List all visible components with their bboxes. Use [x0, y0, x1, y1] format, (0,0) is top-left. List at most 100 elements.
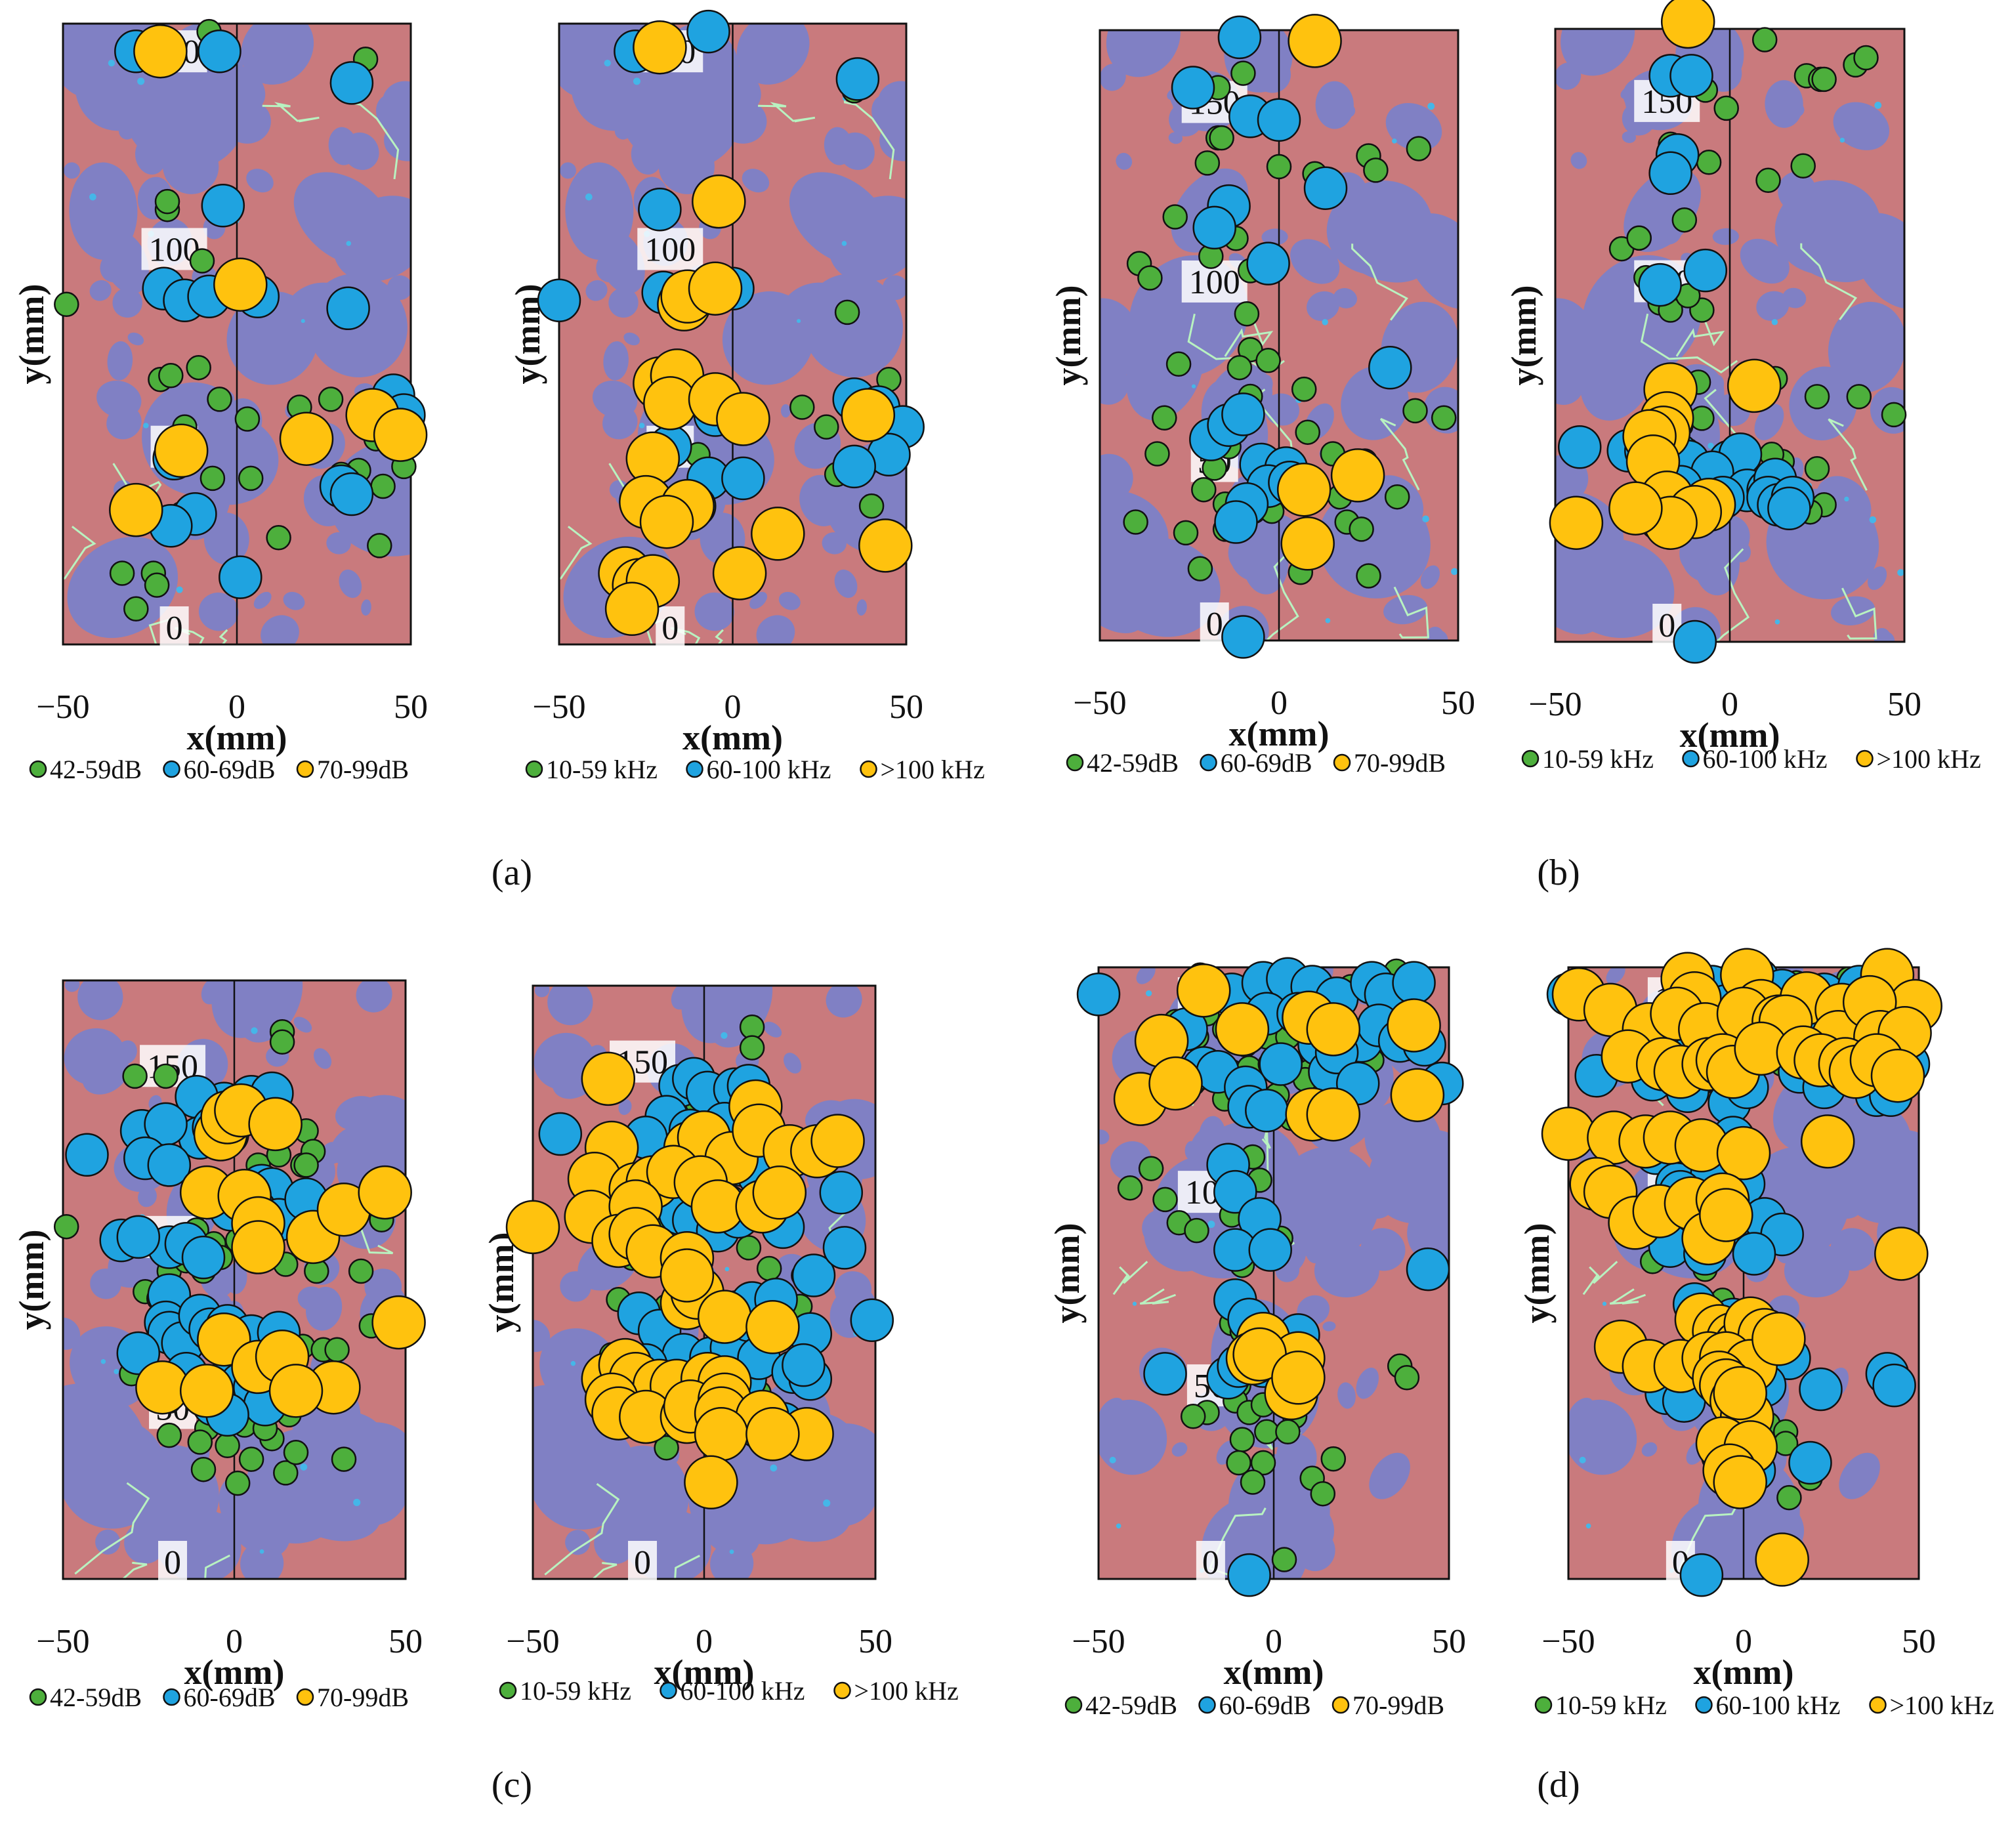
data-point: [53, 1213, 79, 1240]
data-point: [1392, 961, 1436, 1005]
y-tick-box: [628, 1541, 658, 1583]
legend-entry: 60-100 kHz: [707, 755, 831, 784]
aggregate-particle: [565, 1530, 591, 1555]
data-point: [1173, 520, 1199, 546]
chart-d-amplitude: 050100150−50050x(mm)y(mm)42-59dB60-69dB7…: [1047, 957, 1466, 1720]
aggregate-particle: [89, 280, 112, 301]
legend-marker: [833, 1681, 851, 1700]
data-point: [1255, 348, 1281, 373]
crack-line: [1261, 1129, 1271, 1175]
pore: [1708, 442, 1714, 450]
data-point: [1162, 204, 1188, 230]
aggregate-particle: [241, 24, 314, 85]
legend-marker: [1066, 753, 1084, 772]
aggregate-particle: [1874, 627, 1891, 642]
data-point: [1276, 462, 1331, 517]
aggregate-particle: [533, 1320, 551, 1353]
data-point: [1303, 166, 1348, 210]
aggregate-particle: [100, 249, 133, 283]
pore: [1392, 138, 1397, 144]
aggregate-particle: [283, 591, 305, 610]
data-point: [1727, 358, 1782, 413]
y-tick-label: 100: [1189, 264, 1240, 301]
aggregate-particle: [1322, 1321, 1336, 1332]
data-point: [329, 61, 374, 105]
data-point: [1732, 1232, 1776, 1276]
pore: [1116, 1523, 1121, 1529]
legend-entry: 10-59 kHz: [1542, 744, 1654, 774]
data-point: [1288, 14, 1342, 68]
data-point: [1180, 1404, 1206, 1429]
data-point: [538, 1112, 583, 1156]
data-point: [266, 525, 291, 551]
data-point: [189, 248, 215, 274]
data-point: [133, 24, 188, 79]
data-point: [736, 1235, 762, 1261]
aggregate-particle: [1099, 1129, 1110, 1144]
data-point: [822, 1226, 867, 1270]
aggregate-particle: [330, 1422, 406, 1501]
pore: [729, 1549, 734, 1554]
x-tick-label: −50: [36, 688, 89, 726]
y-tick-box: [1196, 1541, 1225, 1583]
legend-entry: 70-99dB: [1352, 1690, 1444, 1720]
pore: [1897, 569, 1904, 576]
x-tick-label: 0: [1735, 1623, 1752, 1660]
aggregate-particle: [780, 404, 791, 418]
legend-entry: 10-59 kHz: [520, 1676, 631, 1706]
data-point: [1751, 27, 1778, 52]
data-point: [1716, 1125, 1771, 1181]
data-point: [638, 187, 682, 232]
concrete-background: [559, 24, 906, 644]
aggregate-particle: [1641, 1442, 1658, 1457]
crack-line: [1828, 418, 1868, 491]
y-tick-label: 0: [1206, 606, 1223, 643]
aggregate-particle: [756, 615, 795, 644]
data-point: [1271, 1547, 1297, 1572]
legend-marker: [1856, 749, 1874, 768]
aggregate-particle: [856, 599, 868, 616]
x-tick-label: 50: [889, 688, 923, 726]
data-point: [1152, 405, 1177, 431]
data-point: [739, 1035, 765, 1060]
aggregate-particle: [1559, 539, 1675, 639]
legend-entry: 60-69dB: [184, 755, 276, 784]
legend: 42-59dB 60-69dB 70-99dB: [29, 1683, 409, 1712]
data-point: [1402, 398, 1428, 424]
aggregate-particle: [211, 980, 291, 1038]
data-point: [1187, 556, 1213, 581]
pore: [89, 193, 96, 201]
data-point: [348, 1258, 374, 1284]
data-point: [841, 388, 896, 442]
data-point: [1291, 376, 1317, 402]
data-point: [373, 408, 428, 462]
aggregate-particle: [1110, 345, 1133, 364]
data-point: [367, 533, 392, 558]
data-point: [1767, 486, 1811, 530]
data-point: [835, 57, 880, 101]
crack-line: [1351, 243, 1408, 321]
aggregate-particle: [763, 1021, 782, 1038]
data-point: [751, 507, 805, 561]
data-point: [1217, 15, 1262, 60]
data-point: [1144, 441, 1170, 467]
series-1: [1171, 15, 1412, 659]
aggregate-particle: [533, 1385, 617, 1499]
aggregate-particle: [1100, 363, 1129, 405]
aggregate-particle: [799, 474, 845, 526]
aggregate-particle: [356, 980, 392, 1013]
aggregate-particle: [1100, 524, 1110, 539]
data-point: [850, 1298, 894, 1343]
crack-line: [1112, 1261, 1148, 1295]
pore: [1145, 990, 1152, 997]
legend-marker: [296, 760, 314, 778]
pore: [604, 59, 611, 67]
pore: [1844, 496, 1849, 502]
pore: [1602, 1301, 1607, 1306]
aggregate-particle: [879, 117, 906, 161]
data-point: [109, 482, 163, 537]
aggregate-particle: [1337, 1382, 1356, 1409]
data-point: [153, 1063, 178, 1089]
y-axis-label: y(mm): [1504, 285, 1543, 386]
